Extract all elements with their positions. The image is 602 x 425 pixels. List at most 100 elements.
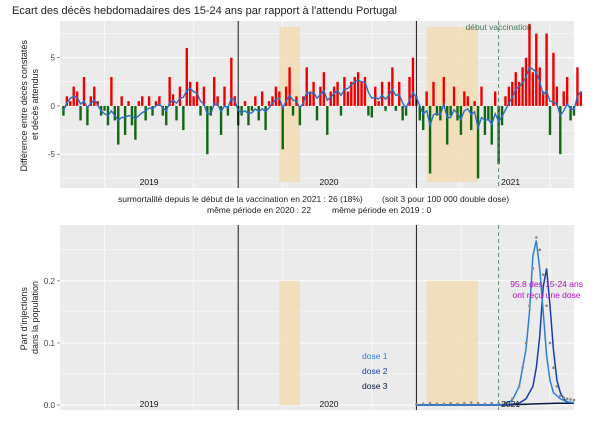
bar bbox=[319, 86, 322, 106]
data-point bbox=[490, 401, 494, 405]
bar bbox=[493, 91, 497, 106]
data-point bbox=[524, 341, 528, 345]
top-year-label: 2020 bbox=[320, 177, 339, 187]
bottom-dose-series bbox=[416, 240, 575, 406]
bar bbox=[535, 33, 538, 106]
bar bbox=[315, 105, 319, 121]
bar bbox=[141, 96, 144, 106]
bar bbox=[117, 105, 120, 145]
bar bbox=[394, 105, 398, 111]
bar bbox=[476, 105, 480, 179]
data-point bbox=[555, 385, 559, 388]
dose-annotation-line-1: 95.8 des 15-24 ans bbox=[510, 279, 583, 289]
top-y-tick-label: -5 bbox=[48, 150, 56, 159]
data-point bbox=[428, 401, 432, 405]
data-point bbox=[535, 236, 538, 239]
dose-annotation-line-2: ont reçu une dose bbox=[513, 290, 581, 300]
bar bbox=[202, 86, 206, 106]
caption-line-2a: même période en 2020 : 22 bbox=[207, 205, 311, 215]
bar bbox=[69, 101, 72, 106]
bar bbox=[312, 81, 315, 106]
bar bbox=[387, 81, 391, 106]
data-point bbox=[572, 398, 576, 402]
data-point bbox=[545, 304, 548, 308]
data-point bbox=[415, 403, 418, 406]
bar bbox=[223, 86, 226, 106]
bar bbox=[110, 76, 113, 106]
bar bbox=[470, 105, 473, 131]
data-point bbox=[476, 401, 480, 405]
data-point bbox=[562, 396, 566, 399]
caption-line-1b: (soit 3 pour 100 000 double dose) bbox=[382, 194, 509, 204]
bar bbox=[446, 105, 449, 145]
bar bbox=[254, 96, 257, 106]
bar bbox=[147, 96, 151, 106]
bottom-panel-background bbox=[60, 225, 574, 410]
bar bbox=[576, 67, 579, 106]
bar bbox=[374, 86, 377, 106]
bottom-year-label: 2019 bbox=[140, 399, 159, 409]
bar bbox=[288, 67, 291, 106]
bar bbox=[363, 76, 367, 106]
series-line-dose-2 bbox=[416, 268, 575, 406]
bar bbox=[401, 105, 404, 121]
bar bbox=[144, 105, 147, 121]
bar bbox=[336, 81, 339, 106]
bar bbox=[213, 76, 216, 106]
bar bbox=[189, 81, 192, 106]
bar bbox=[243, 101, 247, 106]
bar bbox=[274, 86, 278, 106]
bottom-y-tick-label: 0.0 bbox=[44, 401, 56, 410]
bar bbox=[452, 86, 456, 106]
data-point bbox=[497, 401, 500, 405]
bar bbox=[199, 105, 202, 116]
bar bbox=[271, 96, 274, 106]
bar bbox=[360, 81, 363, 106]
bar bbox=[545, 33, 548, 106]
bar bbox=[391, 67, 394, 106]
bar bbox=[559, 105, 562, 155]
top-panel-background bbox=[60, 21, 574, 188]
data-point bbox=[565, 397, 569, 401]
bar bbox=[463, 91, 466, 106]
bar bbox=[521, 67, 524, 106]
data-point bbox=[456, 402, 459, 406]
top-y-label-line-1: Différence entre décès constatés bbox=[19, 40, 29, 172]
bar bbox=[127, 101, 130, 106]
bottom-y-ticks: 0.0 0.1 0.2 bbox=[44, 277, 60, 410]
legend-item-dose-3: dose 3 bbox=[362, 381, 388, 391]
bar bbox=[480, 86, 483, 106]
bottom-points bbox=[415, 236, 576, 406]
legend-item-dose-2: dose 2 bbox=[362, 366, 388, 376]
bar bbox=[555, 86, 559, 106]
bar bbox=[281, 105, 284, 150]
bar bbox=[230, 57, 233, 106]
data-point bbox=[435, 402, 439, 406]
bar bbox=[350, 81, 353, 106]
bar bbox=[377, 101, 380, 106]
bar bbox=[572, 105, 576, 116]
bar bbox=[209, 105, 212, 116]
bar bbox=[151, 105, 154, 116]
bar bbox=[89, 96, 93, 106]
bar bbox=[552, 52, 555, 106]
legend-item-dose-1: dose 1 bbox=[362, 351, 388, 361]
bar bbox=[260, 91, 264, 106]
bar bbox=[569, 105, 572, 121]
bar bbox=[206, 105, 209, 155]
data-point bbox=[531, 267, 535, 270]
bottom-year-labels: 2019 2020 2021 bbox=[140, 399, 521, 409]
dose-legend: dose 1 dose 2 dose 3 bbox=[362, 351, 388, 391]
data-point bbox=[483, 402, 487, 406]
bar bbox=[384, 105, 387, 111]
bar bbox=[192, 96, 195, 106]
top-smooth-line bbox=[62, 66, 582, 131]
bottom-y-label-line-2: dans la population bbox=[30, 281, 40, 354]
bar bbox=[339, 105, 343, 116]
bar bbox=[418, 105, 421, 121]
bar bbox=[113, 105, 117, 121]
bottom-panel bbox=[60, 225, 574, 410]
data-point bbox=[442, 402, 446, 406]
bar bbox=[504, 96, 507, 106]
